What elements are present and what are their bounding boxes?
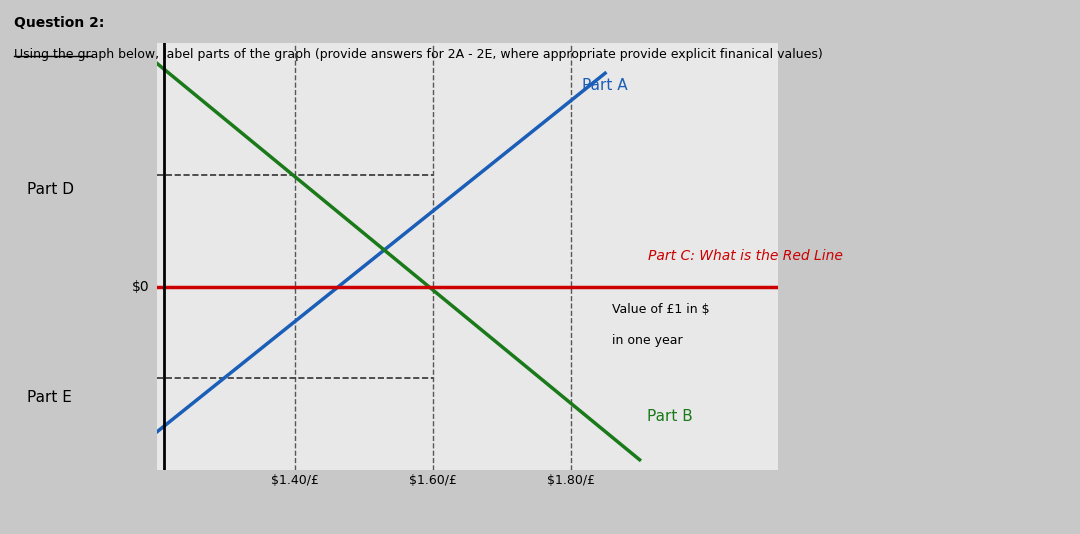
Text: $1.80/£: $1.80/£ bbox=[546, 474, 595, 487]
Text: Value of £1 in $: Value of £1 in $ bbox=[612, 303, 710, 316]
Text: $1.60/£: $1.60/£ bbox=[408, 474, 457, 487]
Text: $0: $0 bbox=[132, 280, 150, 294]
Text: Part A: Part A bbox=[582, 78, 627, 93]
Text: in one year: in one year bbox=[612, 334, 683, 347]
Text: Question 2:: Question 2: bbox=[14, 16, 105, 30]
Text: Part D: Part D bbox=[27, 182, 75, 197]
Text: Part C: What is the Red Line: Part C: What is the Red Line bbox=[648, 249, 842, 263]
Text: $1.40/£: $1.40/£ bbox=[271, 474, 319, 487]
Text: Part E: Part E bbox=[27, 390, 72, 405]
Text: Part B: Part B bbox=[647, 409, 692, 424]
Text: Using the graph below, label parts of the graph (provide answers for 2A - 2E, wh: Using the graph below, label parts of th… bbox=[14, 48, 823, 61]
